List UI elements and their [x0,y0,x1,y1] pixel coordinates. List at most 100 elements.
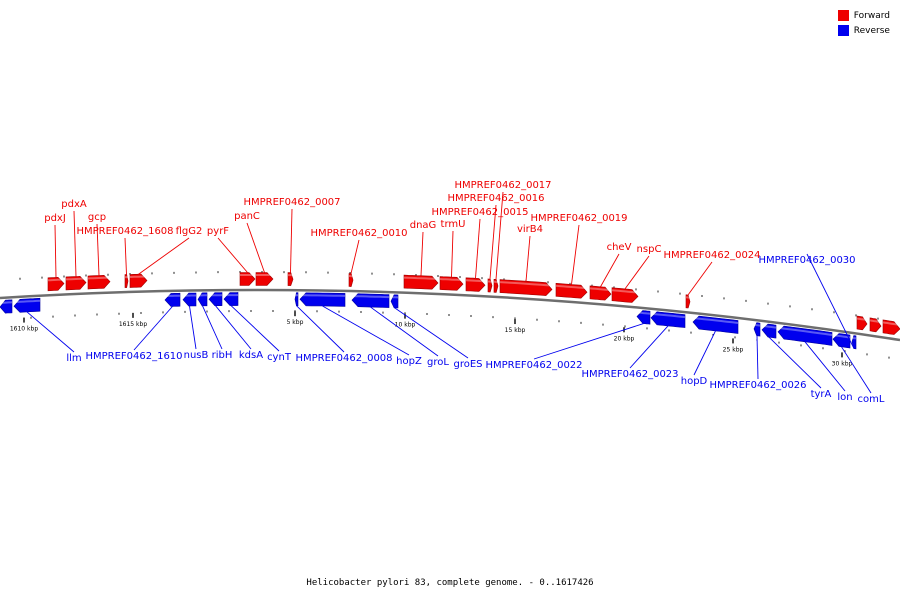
reverse-gene-lon-leader [804,341,846,392]
reverse-gene-hmpref0462-0008-label: HMPREF0462_0008 [295,353,392,364]
forward-gene-unlabeled-20-highlight [869,319,882,324]
forward-gene-hmpref0462-0015[interactable] [465,277,486,292]
scale-tick-label: 1610 kbp [10,326,38,333]
reverse-gene-hmpref0462-0030-highlight [851,336,857,340]
forward-gene-pdxa[interactable] [65,275,87,291]
reverse-gene-llm-label: llm [66,353,81,364]
reverse-gene-grol[interactable] [351,293,390,308]
legend-forward-label: Forward [853,10,890,21]
reverse-gene-hopd-label: hopD [681,376,708,387]
forward-swatch [837,10,849,21]
reverse-gene-hmpref0462-0023-label: HMPREF0462_0023 [581,369,678,380]
forward-gene-virb4-highlight [499,281,553,287]
forward-gene-unlabeled-21[interactable] [882,319,900,335]
forward-gene-gcp-label: gcp [88,212,106,223]
reverse-gene-tyra-leader [768,336,822,389]
reverse-gene-hmpref0462-0023[interactable] [650,311,686,328]
reverse-gene-hmpref0462-0022[interactable] [636,310,651,325]
forward-gene-dnag[interactable] [403,274,439,290]
forward-gene-hmpref0462-1608[interactable] [124,274,129,288]
reverse-gene-hopz-label: hopZ [396,356,422,367]
forward-gene-virb4[interactable] [499,279,553,296]
forward-gene-unlabeled-21-highlight [882,321,900,326]
forward-gene-pdxa-label: pdxA [61,199,87,210]
reverse-gene-llm-leader [26,311,75,353]
forward-gene-gcp-leader [96,223,100,276]
scale-tick-label: 1615 kbp [119,321,147,328]
reverse-gene-hmpref0462-1610[interactable] [164,292,181,307]
reverse-gene-hmpref0462-1610-leader [133,306,173,351]
reverse-gene-coml-label: comL [858,394,885,405]
forward-gene-nspc-leader [624,255,650,290]
reverse-gene-hopz-leader [322,305,410,356]
reverse-gene-hmpref0462-0023-leader [629,325,669,369]
forward-gene-flgg2-label: flgG2 [176,226,203,237]
reverse-gene-grol-label: groL [427,357,449,368]
reverse-gene-grol-highlight [351,295,390,299]
forward-gene-trmu-leader [451,230,454,278]
forward-gene-pdxa-highlight [65,277,87,281]
reverse-gene-llm[interactable] [13,297,41,313]
reverse-gene-nusb-leader [189,305,197,350]
strand-legend: Forward Reverse [837,8,890,38]
forward-gene-hmpref0462-0015-label: HMPREF0462_0015 [431,207,528,218]
forward-gene-panc[interactable] [255,272,274,286]
forward-strand-genes [47,272,900,335]
reverse-gene-hmpref0462-0026-leader [756,335,759,380]
reverse-gene-unlabeled-0[interactable] [0,299,13,314]
forward-gene-panc-label: panC [234,211,260,222]
scale-tick-label: 5 kbp [287,319,304,326]
forward-gene-hmpref0462-0007[interactable] [287,272,294,286]
genome-backbone-line [0,288,900,342]
forward-gene-chev[interactable] [589,285,612,301]
forward-gene-unlabeled-20[interactable] [869,317,882,333]
reverse-gene-hmpref0462-0026-label: HMPREF0462_0026 [709,380,806,391]
forward-gene-pdxj-leader [54,224,57,278]
reverse-gene-hopd[interactable] [692,315,739,334]
forward-gene-pdxj[interactable] [47,276,65,292]
forward-gene-hmpref0462-0017-label: HMPREF0462_0017 [454,180,551,191]
forward-gene-hmpref0462-1608-label: HMPREF0462_1608 [76,226,173,237]
forward-gene-hmpref0462-0016-label: HMPREF0462_0016 [447,193,544,204]
forward-gene-hmpref0462-0010-leader [350,239,360,274]
forward-gene-hmpref0462-0024-leader [687,261,713,296]
forward-gene-hmpref0462-0015-leader [475,218,481,279]
forward-gene-pyrf[interactable] [239,272,256,286]
reverse-gene-groes-leader [394,307,469,359]
forward-gene-hmpref0462-0024[interactable] [685,294,691,309]
forward-gene-pdxj-label: pdxJ [44,213,66,224]
forward-gene-flgg2[interactable] [129,273,148,288]
forward-gene-hmpref0462-0017-leader [495,191,504,280]
reverse-gene-lon[interactable] [777,325,833,346]
forward-gene-hmpref0462-0017[interactable] [493,278,499,293]
forward-gene-flgg2-leader [138,237,190,275]
forward-gene-trmu[interactable] [439,276,464,291]
forward-gene-nspc-label: nspC [637,244,662,255]
reverse-gene-hmpref0462-0030[interactable] [851,335,857,350]
forward-gene-chev-highlight [589,287,612,292]
reverse-gene-cynt-leader [230,305,280,352]
reverse-gene-hopz[interactable] [299,292,346,307]
forward-gene-hmpref0462-0010[interactable] [348,273,354,287]
forward-gene-dnag-label: dnaG [410,220,437,231]
forward-gene-unlabeled-19-highlight [856,317,868,321]
forward-gene-gcp[interactable] [87,274,111,290]
forward-gene-hmpref0462-0024-label: HMPREF0462_0024 [663,250,760,261]
reverse-gene-hmpref0462-0026[interactable] [753,322,761,337]
scale-tick-label: 20 kbp [614,335,635,342]
forward-gene-hmpref0462-0016-leader [489,204,497,280]
forward-gene-unlabeled-19[interactable] [856,315,868,331]
forward-gene-nspc[interactable] [611,287,639,303]
reverse-gene-lon-highlight [777,326,833,336]
forward-gene-virb4-label: virB4 [517,224,543,235]
forward-gene-hmpref0462-0016[interactable] [487,278,493,293]
reverse-gene-hmpref0462-0022-leader [533,323,644,360]
reverse-gene-hmpref0462-0026-highlight [753,323,761,327]
scale-ticks: 1610 kbp 1615 kbp 5 kbp 10 kbp 15 kbp 20 kbp 2… [10,271,890,367]
reverse-gene-coml-leader [841,346,872,394]
reverse-gene-hmpref0462-0022-label: HMPREF0462_0022 [485,360,582,371]
reverse-gene-hmpref0462-0030-label: HMPREF0462_0030 [758,255,855,266]
forward-gene-hmpref0462-0019[interactable] [555,282,588,299]
